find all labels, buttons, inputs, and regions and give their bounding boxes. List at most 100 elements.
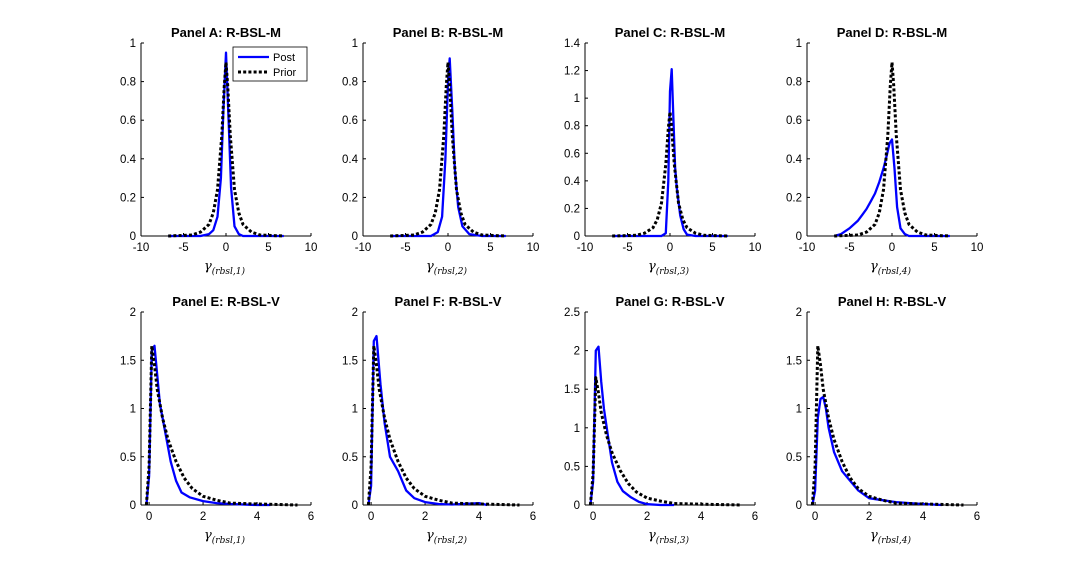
y-tick-label: 0.4 — [120, 154, 137, 166]
x-tick-label: 0 — [368, 511, 374, 523]
y-tick-label: 0.4 — [342, 154, 359, 166]
y-tick-label: 0 — [130, 500, 136, 512]
prior-density-line — [144, 344, 298, 507]
x-axis-label: γ(rbsl,2) — [426, 259, 467, 277]
y-tick-label: 0.2 — [342, 192, 358, 204]
post-density-line — [589, 345, 674, 507]
y-tick-label: 1.5 — [120, 355, 136, 367]
x-tick-label: 10 — [971, 242, 984, 254]
x-axis-subscript: (rbsl,3) — [656, 266, 690, 277]
x-tick-label: 5 — [265, 242, 271, 254]
x-tick-label: 2 — [866, 511, 872, 523]
y-tick-label: 1 — [130, 404, 136, 416]
x-tick-label: -10 — [799, 242, 816, 254]
y-tick-label: 0.6 — [120, 115, 136, 127]
panel-1: Panel A: R-BSL-M 0 0.2 0.4 0.6 0.8 1 -10 -5 0 5 10 γ… — [120, 25, 317, 277]
x-axis-symbol: γ — [426, 528, 434, 543]
x-tick-label: 5 — [487, 242, 493, 254]
y-tick-label: 1 — [352, 38, 358, 50]
x-axis-label: γ(rbsl,4) — [870, 259, 911, 277]
y-tick-label: 1 — [574, 423, 580, 435]
y-tick-label: 0.5 — [786, 452, 802, 464]
post-density-line — [833, 138, 950, 238]
panel-5: Panel E: R-BSL-V 0 0.5 1 1.5 2 0 2 4 6 γ(rbsl,1) — [120, 294, 314, 546]
post-density-line — [168, 51, 284, 238]
x-axis-subscript: (rbsl,1) — [212, 266, 246, 277]
panel-title: Panel G: R-BSL-V — [615, 294, 724, 309]
y-tick-label: 0.6 — [342, 115, 358, 127]
x-tick-label: 2 — [200, 511, 206, 523]
y-tick-label: 1.5 — [342, 355, 358, 367]
y-tick-label: 0.6 — [564, 148, 580, 160]
y-tick-label: 2 — [574, 346, 580, 358]
x-tick-label: 10 — [749, 242, 762, 254]
y-tick-label: 0 — [352, 231, 358, 243]
panel-6: Panel F: R-BSL-V 0 0.5 1 1.5 2 0 2 4 6 γ(rbsl,2) — [342, 294, 536, 546]
panel-title: Panel E: R-BSL-V — [172, 294, 280, 309]
legend-box — [232, 46, 308, 82]
x-axis-label: γ(rbsl,3) — [648, 528, 689, 546]
y-tick-label: 1.5 — [786, 355, 802, 367]
x-axis-subscript: (rbsl,4) — [878, 535, 912, 546]
post-density-line — [811, 395, 942, 507]
y-tick-label: 0.4 — [564, 176, 581, 188]
x-axis-label: γ(rbsl,2) — [426, 528, 467, 546]
x-axis-symbol: γ — [648, 528, 656, 543]
x-tick-label: -5 — [400, 242, 410, 254]
panel-4: Panel D: R-BSL-M 0 0.2 0.4 0.6 0.8 1 -10 -5 0 5 10 γ… — [786, 25, 983, 277]
y-tick-label: 0.8 — [120, 77, 136, 89]
y-tick-label: 1.2 — [564, 66, 580, 78]
x-tick-label: 0 — [445, 242, 451, 254]
x-tick-label: 6 — [974, 511, 980, 523]
panel-title: Panel D: R-BSL-M — [837, 25, 948, 40]
x-axis-label: γ(rbsl,1) — [204, 528, 245, 546]
x-tick-label: 5 — [931, 242, 937, 254]
x-axis-symbol: γ — [426, 259, 434, 274]
x-axis-label: γ(rbsl,3) — [648, 259, 689, 277]
y-tick-label: 1 — [796, 38, 802, 50]
prior-density-line — [366, 344, 520, 507]
y-tick-label: 0 — [352, 500, 358, 512]
x-tick-label: 2 — [644, 511, 650, 523]
panel-2: Panel B: R-BSL-M 0 0.2 0.4 0.6 0.8 1 -10 -5 0 5 10 γ… — [342, 25, 539, 277]
y-tick-label: 1 — [796, 404, 802, 416]
x-axis-symbol: γ — [648, 259, 656, 274]
x-axis-subscript: (rbsl,1) — [212, 535, 246, 546]
y-tick-label: 0.2 — [786, 192, 802, 204]
panel-title: Panel C: R-BSL-M — [615, 25, 726, 40]
y-tick-label: 0 — [574, 500, 580, 512]
panel-7: Panel G: R-BSL-V 0 0.5 1 1.5 2 2.5 0 2 4 6 γ(rbsl,3… — [564, 294, 758, 546]
x-tick-label: -5 — [622, 242, 632, 254]
x-axis-subscript: (rbsl,3) — [656, 535, 690, 546]
x-axis-label: γ(rbsl,1) — [204, 259, 245, 277]
y-tick-label: 0.2 — [564, 203, 580, 215]
x-tick-label: 6 — [752, 511, 758, 523]
y-tick-label: 0 — [796, 500, 802, 512]
x-tick-label: 2 — [422, 511, 428, 523]
x-tick-label: -5 — [844, 242, 854, 254]
x-axis-subscript: (rbsl,2) — [434, 535, 468, 546]
x-tick-label: -10 — [355, 242, 372, 254]
panel-title: Panel F: R-BSL-V — [395, 294, 502, 309]
x-tick-label: 0 — [889, 242, 895, 254]
legend-prior-label: Prior — [273, 67, 297, 79]
x-axis-subscript: (rbsl,2) — [434, 266, 468, 277]
post-density-line — [367, 334, 488, 507]
x-tick-label: 0 — [590, 511, 596, 523]
x-tick-label: 6 — [308, 511, 314, 523]
y-tick-label: 0.6 — [786, 115, 802, 127]
y-tick-label: 0.5 — [342, 452, 358, 464]
x-tick-label: 4 — [698, 511, 705, 523]
panel-3: Panel C: R-BSL-M 0 0.2 0.4 0.6 0.8 1 1.2 1.4 -10 -… — [564, 25, 761, 277]
prior-density-line — [810, 344, 964, 507]
y-tick-label: 2.5 — [564, 307, 580, 319]
y-tick-label: 0.8 — [564, 121, 580, 133]
x-axis-subscript: (rbsl,4) — [878, 266, 912, 277]
y-tick-label: 0.2 — [120, 192, 136, 204]
panel-8: Panel H: R-BSL-V 0 0.5 1 1.5 2 0 2 4 6 γ(rbsl,4) — [786, 294, 980, 546]
x-tick-label: 4 — [476, 511, 483, 523]
x-axis-symbol: γ — [204, 528, 212, 543]
x-tick-label: -10 — [577, 242, 594, 254]
x-tick-label: 5 — [709, 242, 715, 254]
